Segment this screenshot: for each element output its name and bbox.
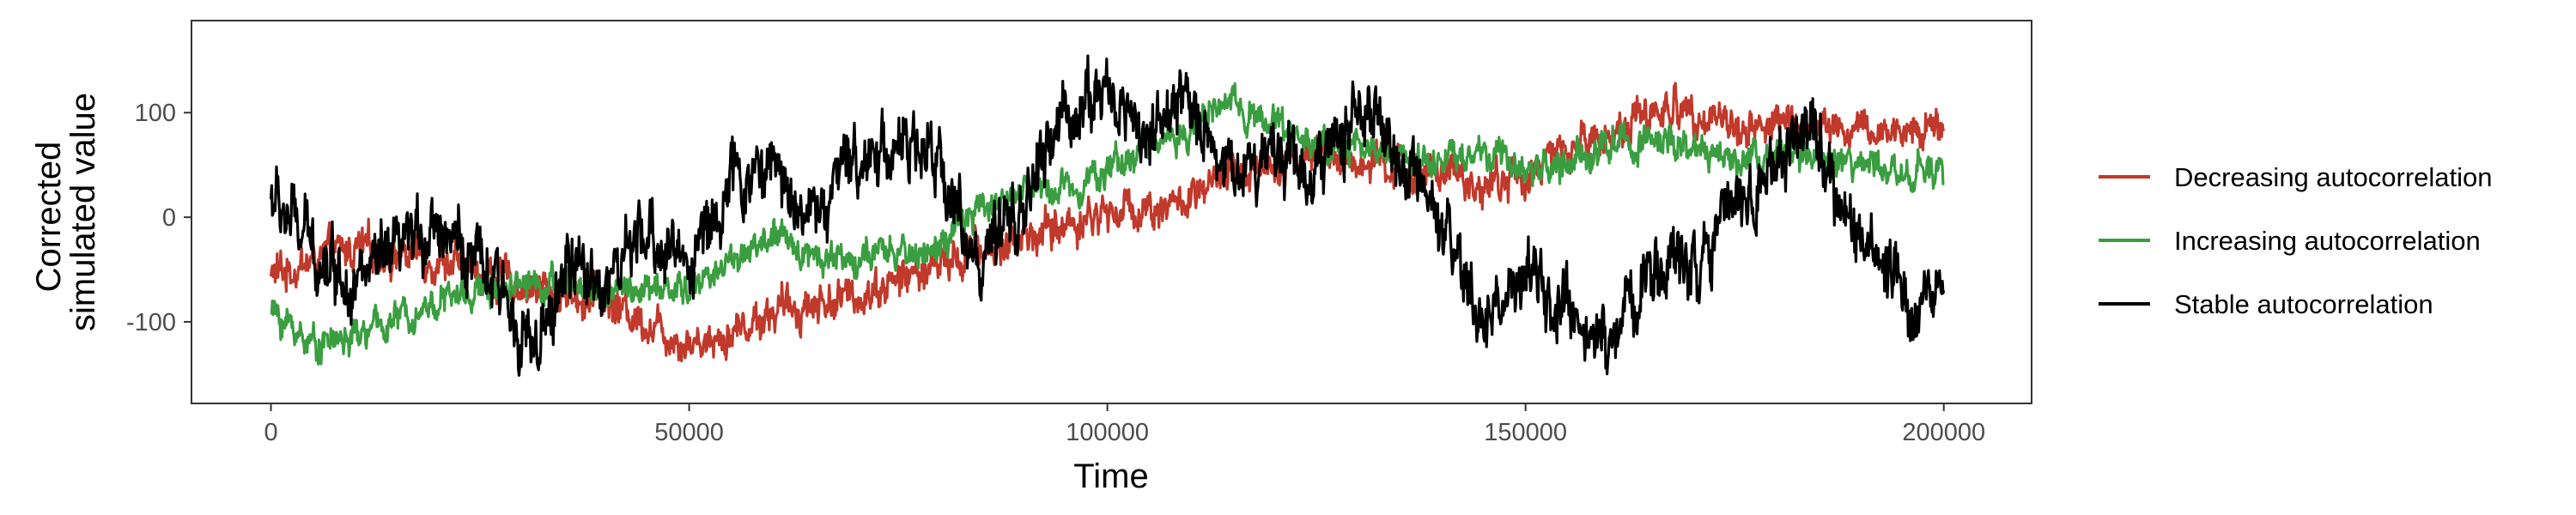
y-tick-label-1: 0 xyxy=(162,204,176,232)
x-tick-label-0: 0 xyxy=(264,419,277,446)
y-tick-label-2: 100 xyxy=(135,100,176,127)
x-tick-label-2: 100000 xyxy=(1066,419,1149,446)
legend-label-increasing: Increasing autocorrelation xyxy=(2174,226,2481,256)
y-tick-label-0: -100 xyxy=(126,309,176,336)
plot-area xyxy=(191,20,2032,404)
series-layer xyxy=(269,54,1946,377)
x-tick-label-1: 50000 xyxy=(654,419,724,446)
legend: Decreasing autocorrelation Increasing au… xyxy=(2099,162,2493,319)
legend-label-stable: Stable autocorrelation xyxy=(2174,289,2433,319)
series-line-2 xyxy=(269,54,1946,377)
legend-label-decreasing: Decreasing autocorrelation xyxy=(2174,162,2493,192)
x-tick-label-4: 200000 xyxy=(1902,419,1985,446)
y-axis: -100 0 100 xyxy=(126,100,191,336)
x-axis: 0 50000 100000 150000 200000 xyxy=(264,403,1985,446)
series-line-1 xyxy=(270,82,1945,366)
y-axis-title-line-1: Corrected xyxy=(30,142,68,293)
y-axis-title: Corrected simulated value xyxy=(30,93,102,331)
y-axis-title-line-2: simulated value xyxy=(64,93,102,331)
x-axis-title: Time xyxy=(1073,457,1148,495)
x-tick-label-3: 150000 xyxy=(1484,419,1567,446)
